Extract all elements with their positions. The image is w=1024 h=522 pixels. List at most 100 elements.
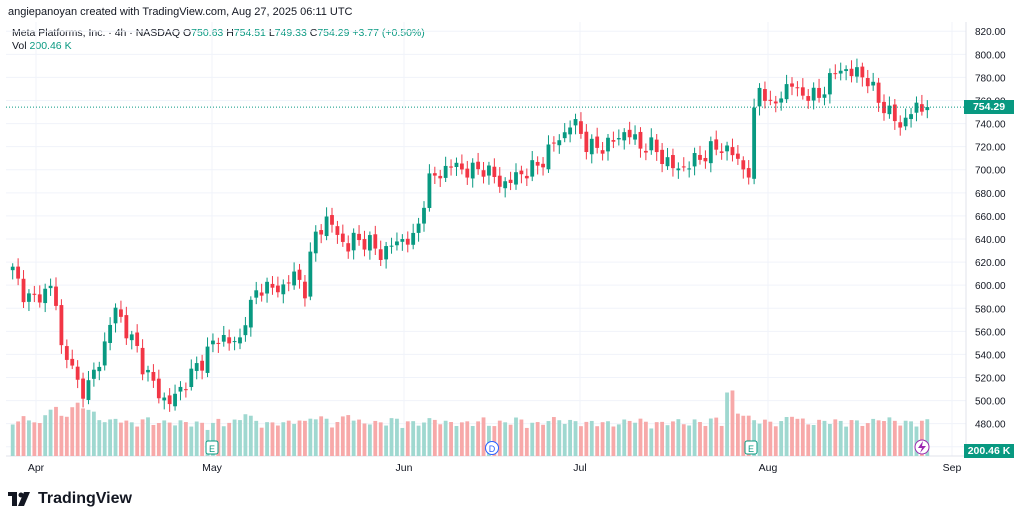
- candle-body: [297, 269, 302, 280]
- candle-body: [367, 235, 372, 251]
- volume-bar: [411, 421, 416, 456]
- candle-body: [64, 346, 69, 360]
- volume-bar: [108, 419, 113, 456]
- candle-body: [687, 168, 692, 170]
- volume-bar: [633, 422, 637, 456]
- volume-bar: [497, 420, 502, 456]
- tradingview-logo[interactable]: TradingView: [8, 490, 132, 508]
- candle-body: [822, 94, 827, 98]
- candle-body: [903, 117, 908, 127]
- x-tick-label: May: [202, 462, 223, 474]
- candle-body: [860, 66, 865, 78]
- volume-bar: [443, 420, 448, 456]
- x-tick-label: Apr: [28, 462, 45, 474]
- y-tick-label: 500.00: [975, 397, 1006, 408]
- volume-bar: [562, 423, 567, 456]
- volume-bar: [800, 418, 805, 456]
- candle-body: [189, 368, 194, 388]
- volume-bar: [860, 425, 865, 456]
- volume-bar: [806, 424, 811, 456]
- candle-body: [817, 87, 821, 98]
- volume-bar: [535, 422, 540, 456]
- candle-body: [746, 168, 751, 178]
- candle-body: [140, 347, 145, 375]
- volume-bar: [573, 421, 578, 456]
- volume-bar: [887, 417, 892, 456]
- candle-body: [546, 144, 551, 170]
- volume-bar: [221, 426, 226, 456]
- candle-body: [887, 105, 892, 115]
- symbol-name[interactable]: Meta Platforms, Inc. · 4h · NASDAQ: [12, 27, 181, 39]
- volume-bar: [416, 425, 421, 456]
- candle-body: [730, 147, 735, 156]
- volume-bar: [248, 415, 253, 456]
- volume-bar: [459, 422, 464, 456]
- volume-bar: [151, 424, 156, 456]
- y-tick-label: 560.00: [975, 327, 1006, 338]
- volume-bar: [346, 415, 351, 456]
- volume-bar: [75, 402, 80, 456]
- volume-bar: [400, 427, 405, 456]
- volume-bar: [281, 422, 286, 456]
- candle-body: [124, 315, 129, 339]
- volume-bar: [914, 426, 919, 456]
- candle-body: [909, 114, 913, 120]
- volume-bar: [27, 420, 31, 456]
- volume-bar: [882, 421, 886, 456]
- candle-body: [194, 363, 199, 371]
- volume-bar: [725, 392, 729, 456]
- candle-body: [232, 341, 237, 343]
- candle-body: [146, 369, 150, 373]
- volume-legend: Vol 200.46 K: [12, 40, 72, 52]
- volume-bar: [827, 423, 832, 456]
- volume-bar: [362, 423, 367, 456]
- candle-body: [119, 309, 123, 317]
- high-value: 754.51: [233, 27, 266, 39]
- candle-body: [481, 170, 486, 177]
- candle-body: [579, 121, 583, 134]
- volume-bar: [156, 422, 161, 456]
- volume-bar: [487, 425, 491, 456]
- candle-body: [833, 73, 838, 75]
- volume-bar: [541, 424, 545, 456]
- volume-bar: [422, 422, 426, 456]
- candle-body: [151, 371, 156, 381]
- volume-bar: [773, 426, 778, 456]
- volume-bar: [730, 390, 735, 456]
- candle-body: [254, 290, 259, 298]
- candle-body: [849, 68, 854, 77]
- candle-body: [865, 78, 870, 87]
- candle-body: [584, 131, 589, 153]
- candle-body: [427, 173, 432, 208]
- open-value: 750.63: [191, 27, 224, 39]
- candle-body: [378, 249, 383, 260]
- volume-bar: [557, 420, 562, 456]
- candle-body: [741, 160, 746, 170]
- volume-bar: [654, 422, 659, 456]
- candle-body: [438, 175, 443, 179]
- candle-body: [844, 69, 849, 72]
- volume-bar: [508, 424, 513, 456]
- candle-body: [54, 286, 58, 306]
- candle-body: [465, 168, 470, 178]
- volume-bar: [70, 407, 75, 456]
- candle-body: [827, 73, 832, 95]
- last-price-label: 754.29: [964, 100, 1014, 115]
- candle-body: [541, 163, 545, 168]
- volume-bar: [259, 427, 264, 456]
- volume-bar: [384, 425, 389, 456]
- earnings-marker: [205, 440, 219, 455]
- candle-body: [432, 173, 437, 176]
- volume-bar: [200, 422, 205, 456]
- candle-body: [919, 104, 924, 112]
- volume-bar: [351, 420, 356, 456]
- candle-body: [335, 226, 340, 235]
- volume-bar: [324, 418, 329, 456]
- candle-body: [568, 127, 573, 135]
- candle-body: [768, 99, 773, 101]
- volume-bar: [189, 426, 194, 456]
- y-tick-label: 720.00: [975, 143, 1006, 154]
- volume-bar: [627, 420, 632, 456]
- volume-bar: [167, 422, 172, 456]
